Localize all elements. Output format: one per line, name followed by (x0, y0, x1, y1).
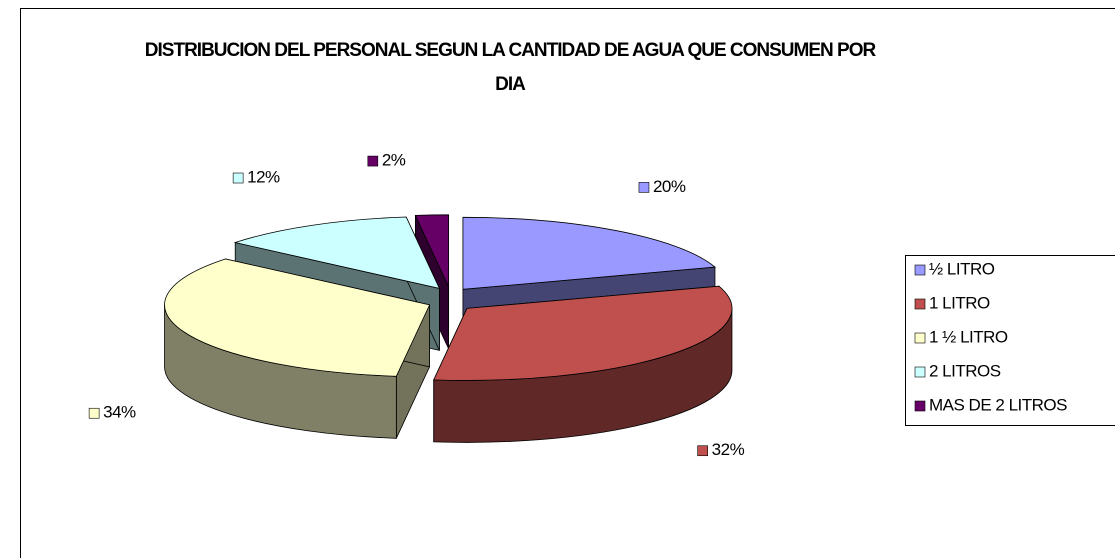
legend-swatch (914, 332, 926, 344)
label-swatch (88, 407, 100, 419)
data-label: 12% (247, 168, 280, 187)
label-swatch (367, 155, 379, 167)
label-swatch (638, 182, 650, 193)
legend-label: MAS DE 2 LITROS (929, 395, 1067, 414)
slice-group (164, 258, 431, 439)
data-label: 34% (103, 403, 136, 422)
slice (164, 258, 431, 377)
legend-label: ½ LITRO (929, 259, 995, 278)
slice (433, 285, 733, 381)
label-swatch (232, 172, 244, 184)
data-label: 32% (712, 440, 745, 459)
label-swatch (697, 445, 708, 457)
chart-title: DISTRIBUCION DEL PERSONAL SEGUN LA CANTI… (144, 40, 876, 95)
slice (462, 216, 716, 290)
legend-swatch (914, 298, 926, 310)
slice-group (433, 285, 733, 443)
legend-label: 1 LITRO (929, 293, 990, 312)
slice (233, 216, 441, 290)
data-label: 2% (382, 151, 406, 170)
legend-swatch (914, 264, 926, 276)
legend-label: 1 ½ LITRO (929, 327, 1008, 346)
legend-swatch (914, 400, 926, 412)
legend-label: 2 LITROS (929, 361, 1001, 380)
legend-swatch (914, 366, 926, 378)
data-label: 20% (653, 177, 686, 196)
legend-box (905, 255, 1115, 426)
slice (414, 214, 450, 287)
